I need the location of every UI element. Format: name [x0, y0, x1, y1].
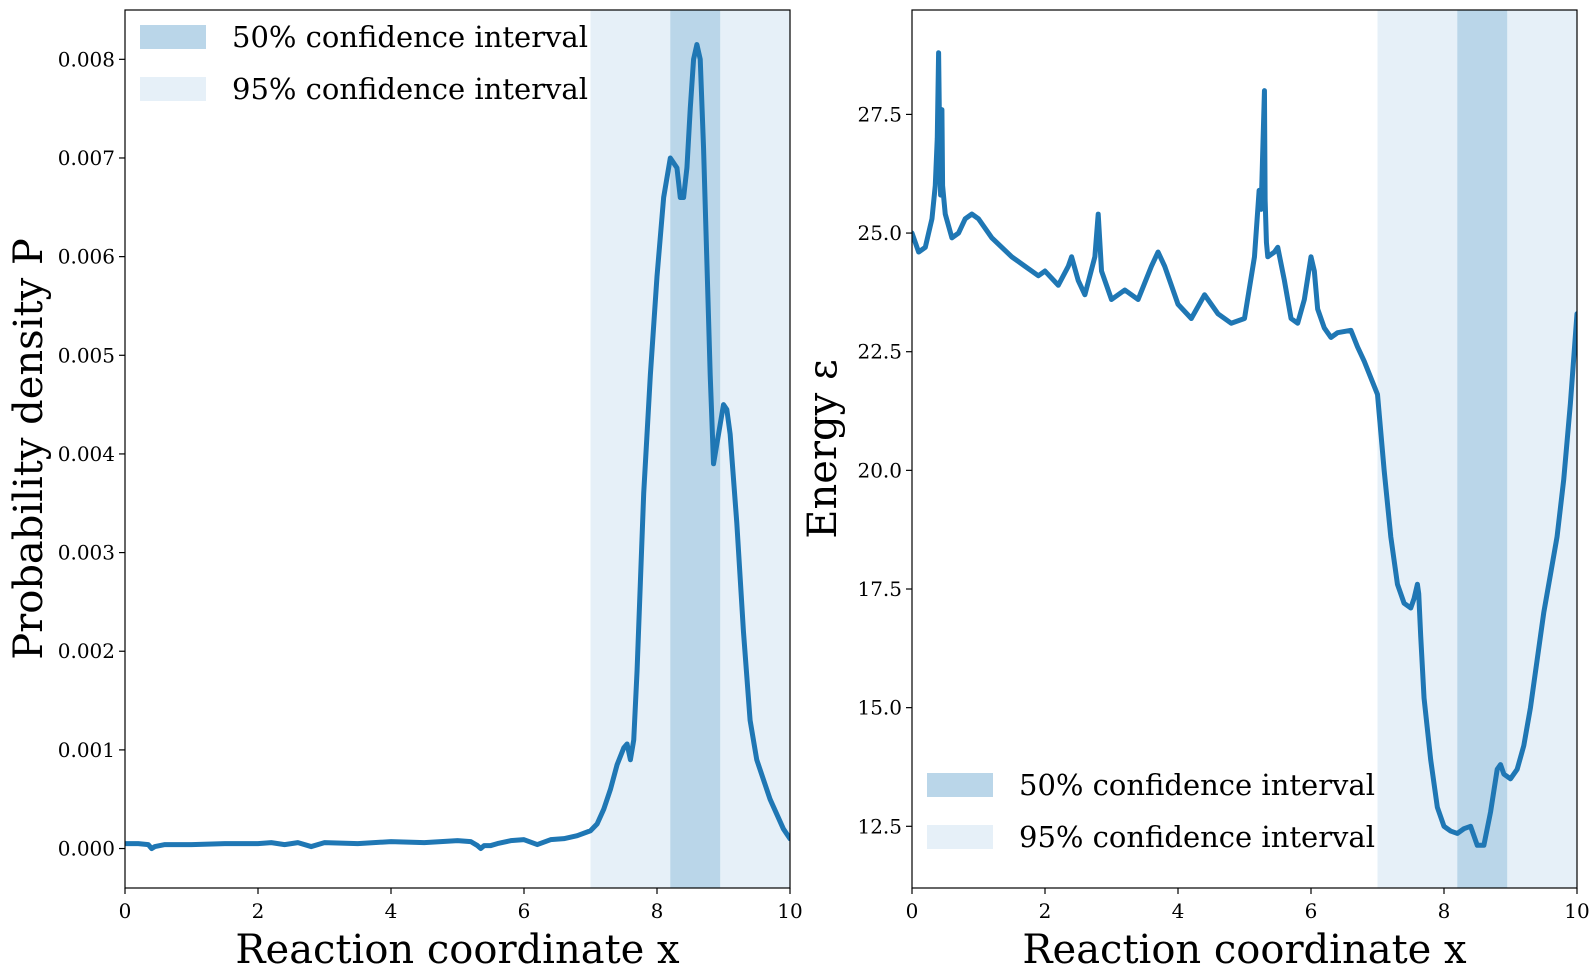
y-tick-label: 17.5 [857, 577, 902, 601]
x-tick-label: 0 [906, 899, 919, 923]
legend-swatch [927, 825, 993, 849]
x-tick-label: 10 [777, 899, 802, 923]
series-line [912, 50, 1577, 848]
energy-chart: 0 2 4 6 8 10 12.5 15.0 17.5 20.0 22.5 25.0 27.5 React… [800, 9, 1590, 973]
y-tick-label: 25.0 [857, 221, 902, 245]
x-tick-label: 10 [1564, 899, 1589, 923]
y-tick-label: 0.003 [58, 541, 115, 565]
x-tick-label: 8 [651, 899, 664, 923]
x-tick-label: 2 [252, 899, 265, 923]
y-axis-label: Probability density P [6, 238, 52, 660]
legend: 50% confidence interval 95% confidence in… [140, 20, 588, 106]
legend-swatch [140, 77, 206, 101]
y-tick-label: 22.5 [857, 340, 902, 364]
legend-label: 50% confidence interval [1019, 768, 1375, 802]
legend-label: 95% confidence interval [232, 72, 588, 106]
x-axis-label: Reaction coordinate x [235, 927, 680, 973]
y-tick-label: 0.001 [58, 738, 115, 762]
legend-swatch [927, 773, 993, 797]
legend-label: 95% confidence interval [1019, 820, 1375, 854]
series-line [125, 42, 790, 852]
y-tick-label: 12.5 [857, 814, 902, 838]
x-tick-label: 8 [1438, 899, 1451, 923]
y-tick-label: 0.000 [58, 837, 115, 861]
probability-density-chart: 0 2 4 6 8 10 0.000 0.001 0.002 0.003 0.004 0.005 0.0… [6, 9, 803, 973]
plot-frame [911, 9, 1578, 889]
x-tick-label: 0 [119, 899, 132, 923]
legend-label: 50% confidence interval [232, 20, 588, 54]
x-tick-label: 2 [1039, 899, 1052, 923]
x-tick-label: 6 [1305, 899, 1318, 923]
x-axis-label: Reaction coordinate x [1022, 927, 1467, 973]
y-tick-label: 0.004 [58, 442, 115, 466]
y-tick-label: 27.5 [857, 102, 902, 126]
x-tick-label: 4 [1172, 899, 1185, 923]
y-tick-label: 20.0 [857, 458, 902, 482]
y-tick-label: 0.006 [58, 245, 115, 269]
y-axis-label: Energy ε [800, 359, 846, 538]
ci50-band [1457, 10, 1508, 888]
legend: 50% confidence interval 95% confidence in… [927, 768, 1375, 854]
y-tick-label: 0.005 [58, 343, 115, 367]
x-tick-label: 6 [518, 899, 531, 923]
plot-frame [124, 9, 791, 889]
y-tick-label: 0.002 [58, 639, 115, 663]
x-tick-label: 4 [385, 899, 398, 923]
y-tick-label: 15.0 [857, 696, 902, 720]
y-tick-label: 0.007 [58, 146, 115, 170]
y-tick-label: 0.008 [58, 47, 115, 71]
legend-swatch [140, 25, 206, 49]
